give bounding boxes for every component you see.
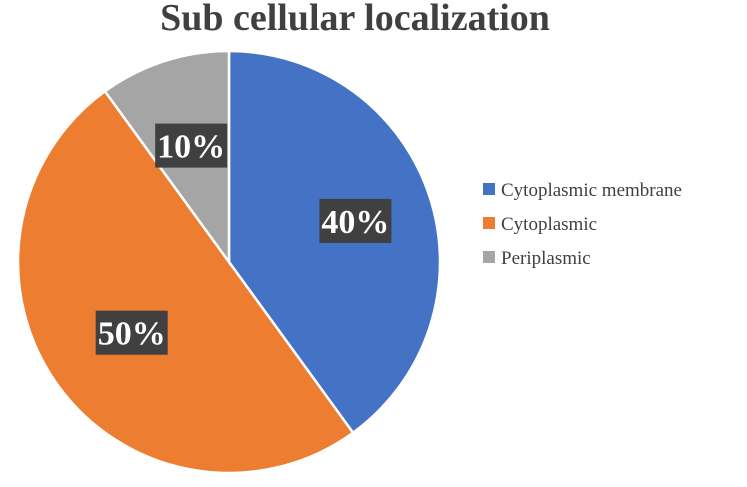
legend-swatch xyxy=(483,251,495,263)
data-label-text: 10% xyxy=(157,129,225,166)
legend-item-cytoplasmic: Cytoplasmic xyxy=(483,214,597,235)
legend-label: Cytoplasmic xyxy=(501,214,597,235)
data-label-box xyxy=(155,123,228,168)
data-label-text: 40% xyxy=(321,204,389,241)
legend: Cytoplasmic membrane Cytoplasmic Periplasm… xyxy=(483,180,682,269)
legend-swatch xyxy=(483,183,495,195)
data-label-box xyxy=(319,198,392,243)
data-labels: 40% 50% 10% xyxy=(95,123,392,355)
legend-item-periplasmic: Periplasmic xyxy=(483,248,591,269)
data-label-cytoplasmic: 50% xyxy=(95,310,168,355)
data-label-cytoplasmic-membrane: 40% xyxy=(319,198,392,243)
data-label-text: 50% xyxy=(98,316,166,353)
chart-title: Sub cellular localization xyxy=(160,0,550,39)
legend-swatch xyxy=(483,217,495,229)
pie-slices xyxy=(16,49,442,475)
data-label-periplasmic: 10% xyxy=(155,123,228,168)
legend-item-cytoplasmic-membrane: Cytoplasmic membrane xyxy=(483,180,682,201)
data-label-box xyxy=(95,310,168,355)
legend-label: Periplasmic xyxy=(501,248,591,269)
legend-label: Cytoplasmic membrane xyxy=(501,180,682,201)
pie-slice-cytoplasmic xyxy=(16,89,355,475)
